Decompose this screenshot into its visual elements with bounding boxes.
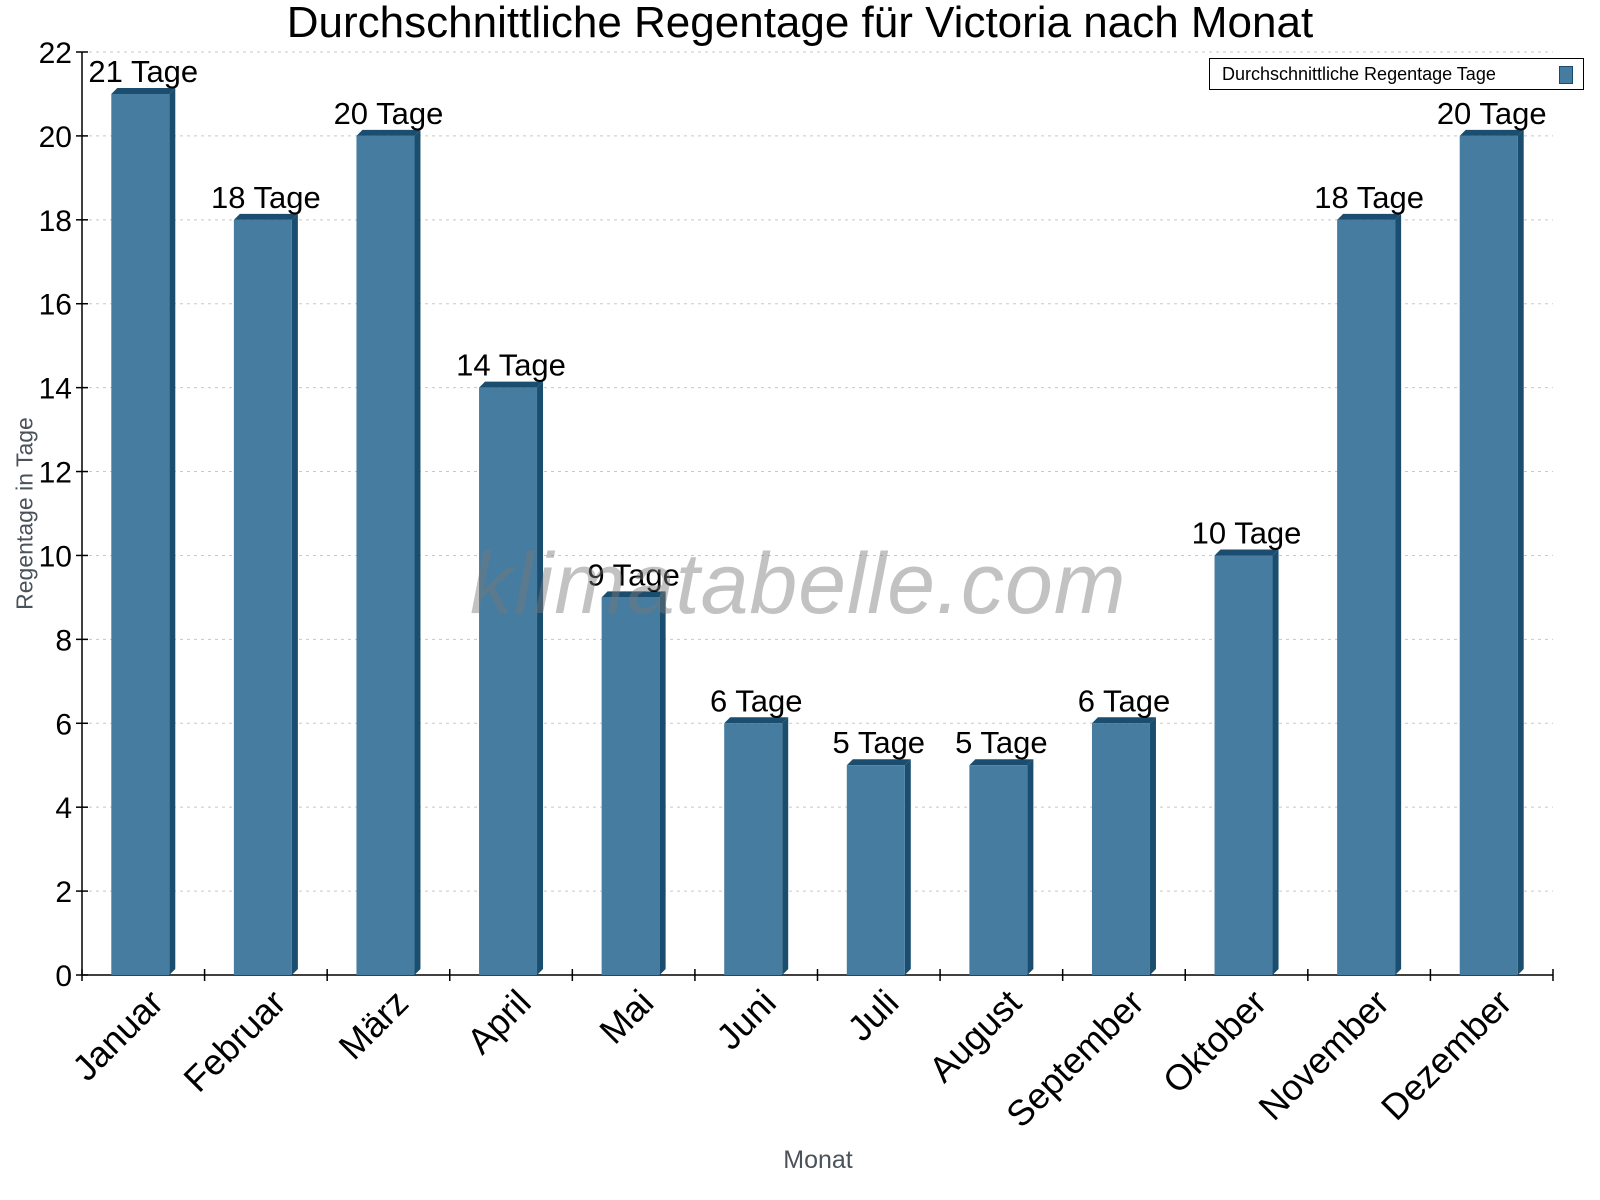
data-label: 6 Tage (1078, 683, 1171, 718)
y-tick-label: 20 (39, 121, 72, 154)
bar (1091, 723, 1150, 975)
x-axis-label: Monat (783, 1146, 853, 1174)
data-label: 21 Tage (88, 54, 198, 89)
bar-side (1517, 129, 1524, 976)
bar-side (414, 129, 421, 976)
y-tick-label: 2 (55, 876, 72, 909)
bar-top (111, 87, 176, 94)
x-tick-label: August (921, 982, 1029, 1090)
legend: Durchschnittliche Regentage Tage (1209, 58, 1584, 90)
bar (479, 387, 538, 975)
y-tick-label: 16 (39, 289, 72, 322)
y-tick-label: 8 (55, 624, 72, 657)
x-tick-label: Januar (64, 982, 171, 1089)
y-tick-label: 22 (39, 37, 72, 70)
x-tick-label: Juni (708, 982, 784, 1058)
watermark: klimatabelle.com (470, 536, 1127, 632)
bar-top (846, 759, 911, 766)
bar-side (904, 759, 911, 975)
x-tick-label: Oktober (1155, 982, 1275, 1102)
y-tick-label: 10 (39, 540, 72, 573)
bar (969, 765, 1028, 975)
bar (1459, 135, 1518, 976)
data-label: 5 Tage (955, 725, 1048, 760)
bar-side (1272, 549, 1279, 975)
x-tick-label: April (459, 982, 539, 1062)
legend-swatch (1559, 66, 1573, 84)
bar-side (1027, 759, 1034, 975)
bar (233, 219, 292, 975)
data-label: 18 Tage (1314, 180, 1424, 215)
bar (111, 93, 170, 976)
bar-side (291, 213, 298, 975)
bar-top (356, 129, 421, 136)
bar-side (782, 717, 789, 975)
data-label: 14 Tage (456, 348, 566, 383)
y-tick-label: 0 (55, 960, 72, 993)
x-tick-label: November (1250, 982, 1396, 1128)
bar (601, 597, 660, 975)
bar-top (1091, 717, 1156, 724)
bar-top (1459, 129, 1524, 136)
chart-title: Durchschnittliche Regentage für Victoria… (286, 0, 1314, 47)
bar-top (1214, 549, 1279, 556)
bar (724, 723, 783, 975)
data-label: 10 Tage (1192, 515, 1302, 550)
x-tick-label: März (331, 982, 417, 1068)
legend-label: Durchschnittliche Regentage Tage (1222, 64, 1496, 84)
data-label: 9 Tage (587, 557, 680, 592)
data-label: 20 Tage (1437, 96, 1547, 131)
x-tick-label: Mai (591, 982, 661, 1052)
data-label: 5 Tage (833, 725, 926, 760)
bar-top (601, 591, 666, 598)
y-tick-label: 6 (55, 708, 72, 741)
bar (846, 765, 905, 975)
bar (1337, 219, 1396, 975)
bar (1214, 555, 1273, 975)
bar-side (169, 87, 176, 976)
y-tick-label: 12 (39, 457, 72, 490)
bar-top (233, 213, 298, 220)
bar-side (659, 591, 666, 975)
bar-side (1395, 213, 1402, 975)
data-label: 6 Tage (710, 683, 803, 718)
x-tick-label: Dezember (1373, 982, 1519, 1128)
x-tick-label: Februar (175, 982, 293, 1100)
x-tick-label: Juli (839, 982, 906, 1049)
y-tick-label: 18 (39, 205, 72, 238)
bar-top (969, 759, 1034, 766)
bar-side (1149, 717, 1156, 975)
bar (356, 135, 415, 976)
bar-top (479, 381, 544, 388)
y-tick-label: 4 (55, 792, 72, 825)
data-label: 20 Tage (334, 96, 444, 131)
data-label: 18 Tage (211, 180, 321, 215)
y-tick-label: 14 (39, 373, 72, 406)
bar-side (537, 381, 544, 975)
y-axis-label: Regentage in Tage (11, 417, 38, 610)
bar-top (1337, 213, 1402, 220)
bar-top (724, 717, 789, 724)
